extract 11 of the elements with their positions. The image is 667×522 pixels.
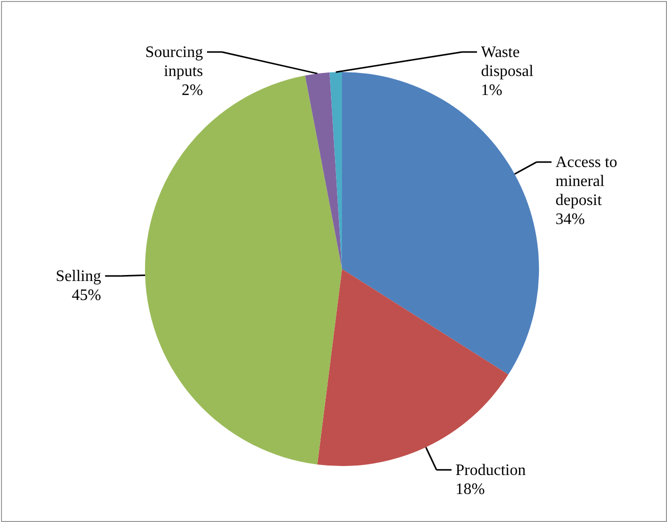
slice-label: Selling — [56, 268, 102, 285]
slice-label: Sourcing inputs — [145, 44, 203, 80]
data-label: 2% — [182, 82, 203, 99]
pie-slice — [305, 72, 342, 269]
data-label: 18% — [456, 480, 485, 498]
data-label: 34% — [556, 211, 585, 228]
slice-label: Access to mineral deposit — [556, 154, 618, 210]
data-label: 1% — [481, 82, 502, 99]
data-label: 45% — [72, 286, 102, 304]
slice-label: Waste disposal — [481, 44, 534, 80]
slice-label: Production — [456, 462, 526, 479]
